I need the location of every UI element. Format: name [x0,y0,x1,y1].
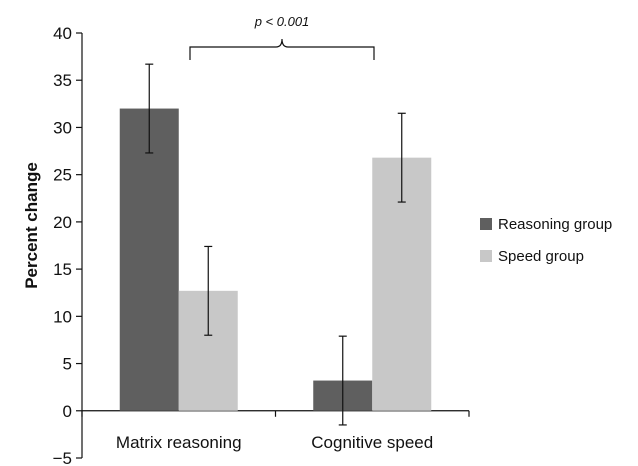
significance-bracket [189,38,375,60]
significance-label: p < 0.001 [254,14,310,29]
axes: −5 0 5 10 15 20 25 30 35 40 Matrix reasoning Cognit… [53,24,470,466]
legend-swatch-reasoning [480,218,492,230]
y-tick-label: −5 [53,449,72,466]
legend-label-reasoning: Reasoning group [498,216,612,233]
legend-swatch-speed [480,250,492,262]
y-tick-label: 30 [53,118,72,137]
legend-label-speed: Speed group [498,248,584,265]
y-tick-label: 15 [53,260,72,279]
x-category-label: Matrix reasoning [116,433,242,452]
y-tick-label: 25 [53,166,72,185]
x-category-label: Cognitive speed [311,433,433,452]
y-tick-label: 0 [63,402,72,421]
significance-annotation: p < 0.001 [189,14,375,60]
bar [119,108,179,411]
error-bars [145,63,406,426]
y-tick-label: 20 [53,213,72,232]
y-axis-title: Percent change [22,162,41,289]
y-tick-label: 10 [53,307,72,326]
y-tick-label: 5 [63,355,72,374]
legend: Reasoning group Speed group [480,216,612,265]
y-tick-label: 40 [53,24,72,43]
bars [119,108,432,411]
y-tick-label: 35 [53,71,72,90]
